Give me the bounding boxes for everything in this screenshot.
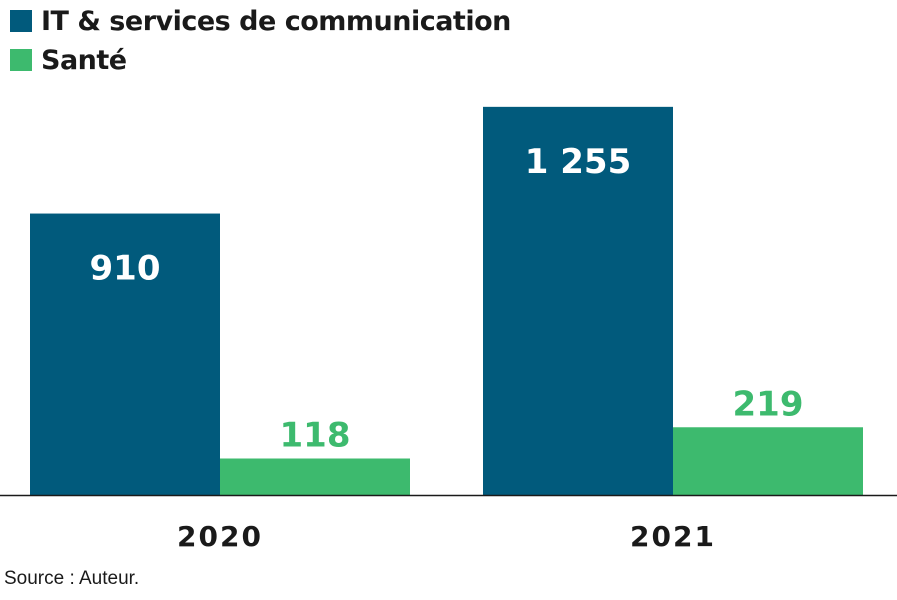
data-label-2021-0: 1 255 xyxy=(525,142,631,182)
data-label-2020-0: 910 xyxy=(90,249,161,289)
bar-2021-0 xyxy=(483,106,673,495)
x-tick-label-2020: 2020 xyxy=(177,520,263,553)
legend-swatch-it xyxy=(10,10,32,32)
legend-label-it: IT & services de communication xyxy=(41,5,511,37)
x-tick-label-2021: 2021 xyxy=(630,520,716,553)
legend-swatch-sante xyxy=(10,49,32,71)
data-label-2020-1: 118 xyxy=(280,416,351,456)
bar-2020-0 xyxy=(30,213,220,496)
legend-label-sante: Santé xyxy=(41,44,127,76)
legend-item-sante: Santé xyxy=(10,45,127,76)
bar-2021-1 xyxy=(673,427,863,495)
legend-item-it: IT & services de communication xyxy=(10,6,511,37)
bar-2020-1 xyxy=(220,458,410,495)
source-note: Source : Auteur. xyxy=(4,568,140,589)
data-label-2021-1: 219 xyxy=(733,384,804,424)
